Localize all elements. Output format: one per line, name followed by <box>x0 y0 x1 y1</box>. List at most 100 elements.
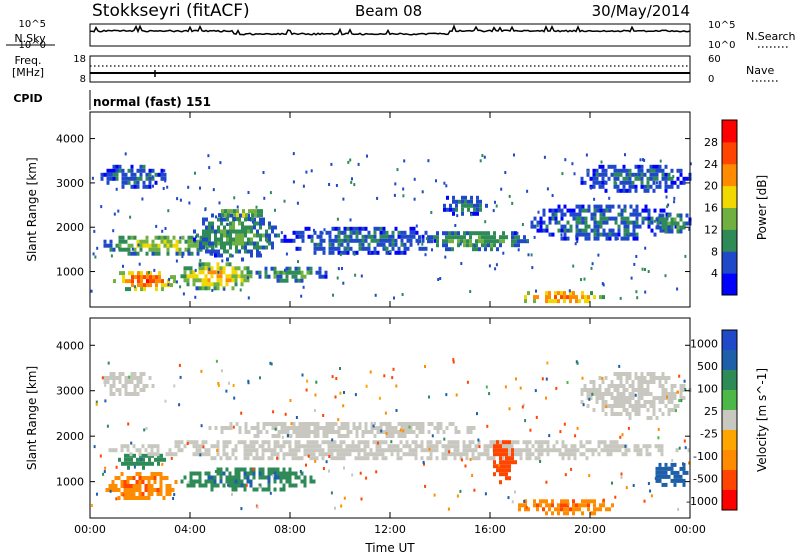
velocity-cell <box>339 440 343 445</box>
power-cell <box>646 180 650 185</box>
power-cell <box>244 241 247 246</box>
power-speck <box>633 262 636 266</box>
power-speck <box>221 259 224 263</box>
velocity-cell <box>301 430 305 434</box>
velocity-speck <box>335 377 338 380</box>
velocity-cell <box>198 444 202 449</box>
velocity-speck <box>392 367 395 371</box>
velocity-cell <box>135 448 139 453</box>
power-cell <box>400 238 404 243</box>
velocity-cell <box>673 392 677 396</box>
power-cell <box>145 184 149 189</box>
velocity-cell <box>216 483 220 488</box>
power-cell <box>629 212 633 217</box>
velocity-cell <box>351 444 355 449</box>
velocity-cell <box>258 456 262 461</box>
velocity-cell <box>564 448 568 453</box>
velocity-colorbar-blocks <box>722 330 737 511</box>
power-cell <box>201 270 205 275</box>
power-cell <box>617 212 621 217</box>
velocity-cell <box>607 404 611 408</box>
velocity-cell <box>336 456 340 461</box>
power-cell <box>637 168 641 173</box>
power-cell <box>676 168 680 173</box>
velocity-cell <box>159 484 163 488</box>
velocity-cell <box>682 388 686 392</box>
velocity-cell <box>566 499 569 504</box>
power-speck <box>402 187 405 191</box>
velocity-cell <box>244 422 248 426</box>
power-cell <box>560 295 563 300</box>
velocity-cell <box>471 452 475 457</box>
power-cell <box>125 287 128 292</box>
power-cell <box>373 246 377 251</box>
velocity-cell <box>534 448 538 453</box>
velocity-cell <box>316 422 320 426</box>
power-speck <box>151 175 154 179</box>
velocity-cell <box>117 488 121 492</box>
velocity-cell <box>261 456 265 461</box>
velocity-cell <box>521 503 524 508</box>
velocity-cell <box>499 480 502 485</box>
power-cell <box>490 239 493 244</box>
power-speck <box>444 255 447 259</box>
power-cell <box>223 217 226 222</box>
power-speck <box>661 214 664 218</box>
velocity-cell <box>505 472 508 477</box>
velocity-cell <box>291 483 295 488</box>
velocity-speck <box>534 389 537 393</box>
velocity-cell <box>493 448 496 453</box>
velocity-cell <box>304 426 308 430</box>
power-cell <box>499 235 502 240</box>
power-cell <box>109 247 113 252</box>
power-cell <box>382 246 386 251</box>
velocity-cell <box>528 452 532 457</box>
velocity-speck <box>680 399 683 403</box>
velocity-cell <box>432 448 436 453</box>
power-cell <box>448 239 451 244</box>
power-cell <box>664 225 668 230</box>
power-cell <box>250 229 253 234</box>
power-cell <box>346 234 350 239</box>
power-cell <box>241 257 244 262</box>
velocity-cell <box>646 384 650 388</box>
velocity-cell <box>129 492 133 496</box>
power-cell <box>613 168 617 173</box>
velocity-cell <box>262 426 266 430</box>
power-cell <box>575 212 579 217</box>
power-cell <box>143 283 146 288</box>
power-cell <box>229 241 232 246</box>
velocity-cell <box>108 448 112 453</box>
velocity-cell <box>369 452 373 457</box>
power-cell <box>228 262 232 267</box>
velocity-cell <box>545 503 548 508</box>
velocity-cell <box>207 448 211 453</box>
velocity-cell <box>258 467 262 472</box>
power-cell <box>160 176 164 181</box>
power-cell <box>211 213 214 218</box>
power-speck <box>175 259 178 263</box>
power-speck <box>502 251 505 255</box>
velocity-cell <box>255 452 259 457</box>
power-cell <box>210 282 214 287</box>
velocity-cell <box>220 426 224 430</box>
velocity-speck <box>649 489 652 493</box>
power-cell <box>292 230 296 235</box>
velocity-cell <box>171 488 175 492</box>
velocity-cell <box>331 426 335 430</box>
velocity-cell <box>321 452 325 457</box>
velocity-cell <box>249 471 253 476</box>
power-cell <box>511 231 514 236</box>
velocity-speck <box>619 435 622 439</box>
velocity-speck <box>337 418 340 422</box>
power-cell <box>143 275 146 280</box>
power-cell <box>276 274 280 279</box>
power-cell <box>201 286 205 291</box>
power-cell <box>229 237 232 242</box>
velocity-speck <box>272 474 275 478</box>
power-cell <box>190 235 194 240</box>
velocity-cell <box>619 376 623 380</box>
velocity-speck <box>682 462 684 466</box>
power-speck <box>413 197 416 201</box>
velocity-cell <box>328 426 332 430</box>
